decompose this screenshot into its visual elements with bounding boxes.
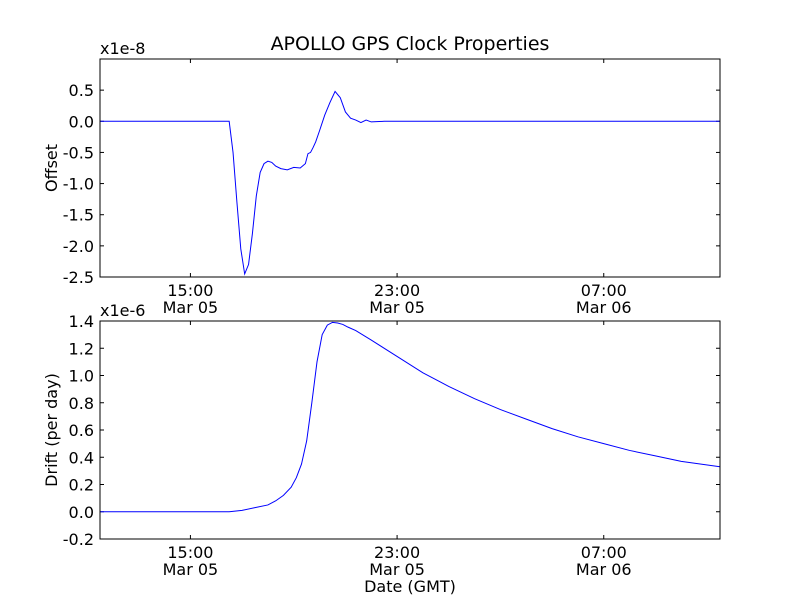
- offset-x-tick-time: 07:00: [581, 281, 627, 300]
- offset-x-tick-time: 15:00: [167, 281, 213, 300]
- drift-x-tick-time: 23:00: [374, 543, 420, 562]
- drift-y-tick-label: 1.0: [69, 367, 94, 386]
- drift-x-tick-time: 07:00: [581, 543, 627, 562]
- offset-y-ticks: 0.5 0.0 -0.5 -1.0 -1.5 -2.0 -2.5: [63, 81, 720, 287]
- drift-x-tick-date: Mar 06: [576, 560, 632, 579]
- drift-y-tick-label: 0.0: [69, 503, 94, 522]
- offset-series-line: [100, 90, 720, 276]
- drift-y-tick-label: -0.2: [63, 530, 94, 549]
- drift-y-tick-label: 1.2: [69, 339, 94, 358]
- drift-y-ticks: 1.4 1.2 1.0 0.8 0.6 0.4 0.2 0.0 -0.2: [63, 312, 720, 549]
- drift-series-line: [100, 321, 720, 513]
- offset-y-tick-label: -1.0: [63, 175, 94, 194]
- x-axis-label: Date (GMT): [364, 577, 456, 596]
- drift-y-axis-label: Drift (per day): [42, 373, 61, 487]
- drift-y-tick-label: 0.6: [69, 421, 94, 440]
- offset-y-tick-label: -2.0: [63, 237, 94, 256]
- drift-y-tick-label: 0.4: [69, 448, 94, 467]
- drift-x-tick-date: Mar 05: [369, 560, 425, 579]
- offset-y-tick-label: -1.5: [63, 206, 94, 225]
- offset-y-tick-label: 0.0: [69, 112, 94, 131]
- offset-axes-frame: [99, 58, 721, 278]
- offset-x-tick-date: Mar 06: [576, 298, 632, 317]
- offset-x-tick-time: 23:00: [374, 281, 420, 300]
- drift-y-scale-label: x1e-6: [100, 301, 145, 320]
- chart-title: APOLLO GPS Clock Properties: [271, 33, 550, 55]
- offset-x-tick-date: Mar 05: [369, 298, 425, 317]
- drift-x-tick-time: 15:00: [167, 543, 213, 562]
- offset-y-tick-label: -2.5: [63, 268, 94, 287]
- offset-y-scale-label: x1e-8: [100, 39, 145, 58]
- drift-y-tick-label: 0.2: [69, 476, 94, 495]
- offset-x-tick-date: Mar 05: [163, 298, 219, 317]
- offset-y-tick-label: 0.5: [69, 81, 94, 100]
- drift-y-tick-label: 1.4: [69, 312, 94, 331]
- drift-y-tick-label: 0.8: [69, 394, 94, 413]
- offset-y-axis-label: Offset: [42, 144, 61, 192]
- offset-y-tick-label: -0.5: [63, 143, 94, 162]
- drift-x-tick-date: Mar 05: [163, 560, 219, 579]
- drift-axes-frame: [99, 320, 721, 540]
